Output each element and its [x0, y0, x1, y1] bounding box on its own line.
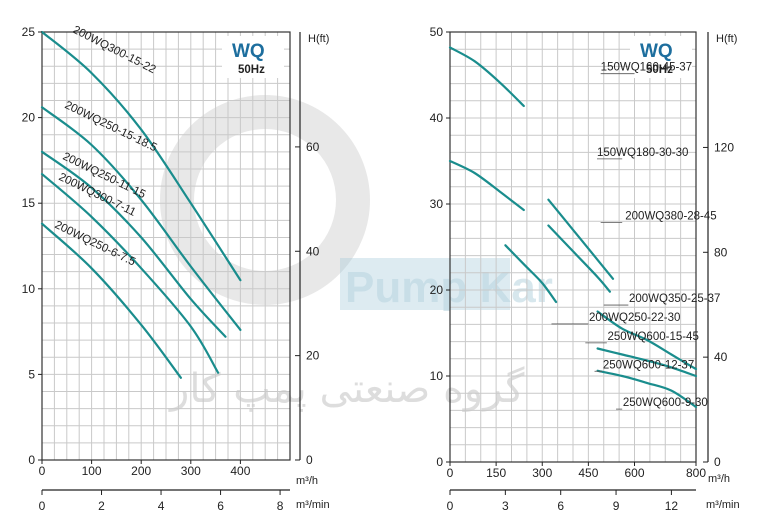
curve-label-200WQ250-15-18.5: 200WQ250-15-18.5 — [63, 99, 159, 154]
curve-200WQ300-7-11 — [40, 173, 220, 374]
right-y-tick-label: 0 — [436, 455, 443, 469]
right-badge-subtitle: 50Hz — [646, 64, 673, 76]
right-grid — [450, 32, 696, 462]
curve-label-200WQ350-25-37: 200WQ350-25-37 — [629, 293, 720, 305]
curve-150WQ180-30-30 — [448, 159, 525, 212]
curve-label-250WQ600-9-30: 250WQ600-9-30 — [623, 397, 708, 409]
watermark-text-en: Pump Kar — [345, 263, 553, 312]
right-min-unit: m³/min — [706, 499, 740, 511]
right-x-tick-label: 300 — [532, 466, 552, 480]
left-x-tick-label: 100 — [82, 464, 102, 478]
right-min-ticks: 0 3 6 9 12 — [447, 490, 679, 513]
curve-200WQ350-25-37 — [547, 224, 611, 293]
curve-200WQ300-15-22 — [40, 30, 242, 282]
right-x-tick-label: 600 — [624, 466, 644, 480]
curve-150WQ160-45-37 — [448, 46, 525, 108]
right-ft-axis-label: H(ft) — [716, 33, 737, 45]
right-min-tick-label: 3 — [502, 499, 509, 513]
left-min-tick-label: 6 — [217, 499, 224, 513]
left-y-tick-label: 20 — [22, 111, 36, 125]
right-min-tick-label: 0 — [447, 499, 454, 513]
left-ft-axis-label: H(ft) — [308, 33, 329, 45]
right-x-tick-label: 150 — [486, 466, 506, 480]
right-y-ticks: 0 10 20 30 40 50 — [430, 25, 450, 469]
left-x-unit: m³/h — [296, 475, 318, 487]
right-x-tick-label: 450 — [578, 466, 598, 480]
right-badge: WQ 50Hz — [630, 36, 692, 78]
right-min-tick-label: 12 — [665, 499, 679, 513]
left-x-tick-label: 300 — [181, 464, 201, 478]
curve-label-200WQ380-28-45: 200WQ380-28-45 — [625, 210, 716, 222]
right-x-unit: m³/h — [708, 473, 730, 485]
left-y-tick-label: 0 — [28, 453, 35, 467]
curve-200WQ380-28-45 — [547, 198, 615, 280]
right-y-tick-label: 40 — [430, 111, 444, 125]
right-y-tick-label: 20 — [430, 283, 444, 297]
left-grid — [42, 32, 290, 460]
curve-200WQ250-11-15 — [40, 150, 227, 338]
right-y-tick-label: 10 — [430, 369, 444, 383]
right-min-tick-label: 6 — [557, 499, 564, 513]
right-ft-tick-label: 40 — [714, 350, 728, 364]
left-min-unit: m³/min — [296, 499, 330, 511]
left-y-tick-label: 25 — [22, 25, 36, 39]
curve-200WQ250-6-7.5 — [40, 222, 182, 379]
watermark-banner — [340, 258, 510, 310]
watermark-text-fa: گروه صنعتی پمپ کار — [168, 366, 525, 412]
left-badge-title: WQ — [232, 41, 265, 62]
left-min-tick-label: 0 — [39, 499, 46, 513]
right-plot-frame — [449, 31, 697, 463]
left-badge: WQ 50Hz — [222, 36, 284, 78]
left-ft-tick-label: 40 — [306, 244, 320, 258]
left-y-tick-label: 15 — [22, 196, 36, 210]
left-x-ticks: 0 100 200 300 400 — [39, 460, 251, 478]
left-curves — [40, 30, 242, 379]
right-chart: WQ 50Hz 150WQ160-45-37150WQ180-30-30200W… — [430, 25, 740, 513]
curve-200WQ250-22-30 — [504, 244, 558, 304]
curve-250WQ600-12-37 — [596, 347, 698, 378]
curve-label-250WQ600-15-45: 250WQ600-15-45 — [607, 331, 698, 343]
left-min-tick-label: 8 — [277, 499, 284, 513]
left-ft-ticks: 0 20 40 60 — [295, 140, 320, 467]
left-x-tick-label: 400 — [230, 464, 250, 478]
left-y-ticks: 0 5 10 15 20 25 — [22, 25, 42, 467]
left-badge-box — [222, 36, 284, 78]
right-x-tick-label: 0 — [447, 466, 454, 480]
left-plot-frame — [41, 31, 291, 461]
left-ft-tick-label: 60 — [306, 140, 320, 154]
left-x-tick-label: 200 — [131, 464, 151, 478]
right-curve-labels: 150WQ160-45-37 150WQ180-30-30 200WQ380-28-… — [551, 62, 720, 410]
right-ft-ticks: 0 40 80 120 — [703, 140, 734, 469]
right-ft-tick-label: 0 — [714, 455, 721, 469]
curve-label-250WQ600-12-37: 250WQ600-12-37 — [603, 359, 694, 371]
left-y-tick-label: 5 — [28, 367, 35, 381]
right-x-ticks: 0 150 300 450 600 800 — [447, 462, 706, 480]
right-y-tick-label: 30 — [430, 197, 444, 211]
curve-200WQ250-15-18.5 — [40, 106, 242, 331]
curve-label-200WQ250-22-30: 200WQ250-22-30 — [589, 312, 680, 324]
left-min-tick-label: 2 — [98, 499, 105, 513]
right-min-tick-label: 9 — [613, 499, 620, 513]
left-min-tick-label: 4 — [158, 499, 165, 513]
curve-label-150WQ180-30-30: 150WQ180-30-30 — [597, 147, 688, 159]
right-badge-box — [630, 36, 692, 78]
right-curves — [448, 46, 698, 409]
left-ft-tick-label: 20 — [306, 349, 320, 363]
left-y-tick-label: 10 — [22, 282, 36, 296]
curve-250WQ600-9-30 — [596, 369, 698, 409]
right-ft-tick-label: 80 — [714, 245, 728, 259]
left-badge-subtitle: 50Hz — [238, 64, 265, 76]
right-y-tick-label: 50 — [430, 25, 444, 39]
left-x-tick-label: 0 — [39, 464, 46, 478]
right-ft-tick-label: 120 — [714, 140, 734, 154]
watermark: Pump Kar گروه صنعتی پمپ کار — [160, 95, 553, 412]
right-x-tick-label: 800 — [686, 466, 706, 480]
right-badge-title: WQ — [640, 41, 673, 62]
left-ft-tick-label: 0 — [306, 453, 313, 467]
curve-label-150WQ160-45-37: 150WQ160-45-37 — [601, 62, 692, 74]
left-min-ticks: 0 2 4 6 8 — [39, 490, 284, 513]
curve-250WQ600-15-45 — [596, 310, 698, 371]
